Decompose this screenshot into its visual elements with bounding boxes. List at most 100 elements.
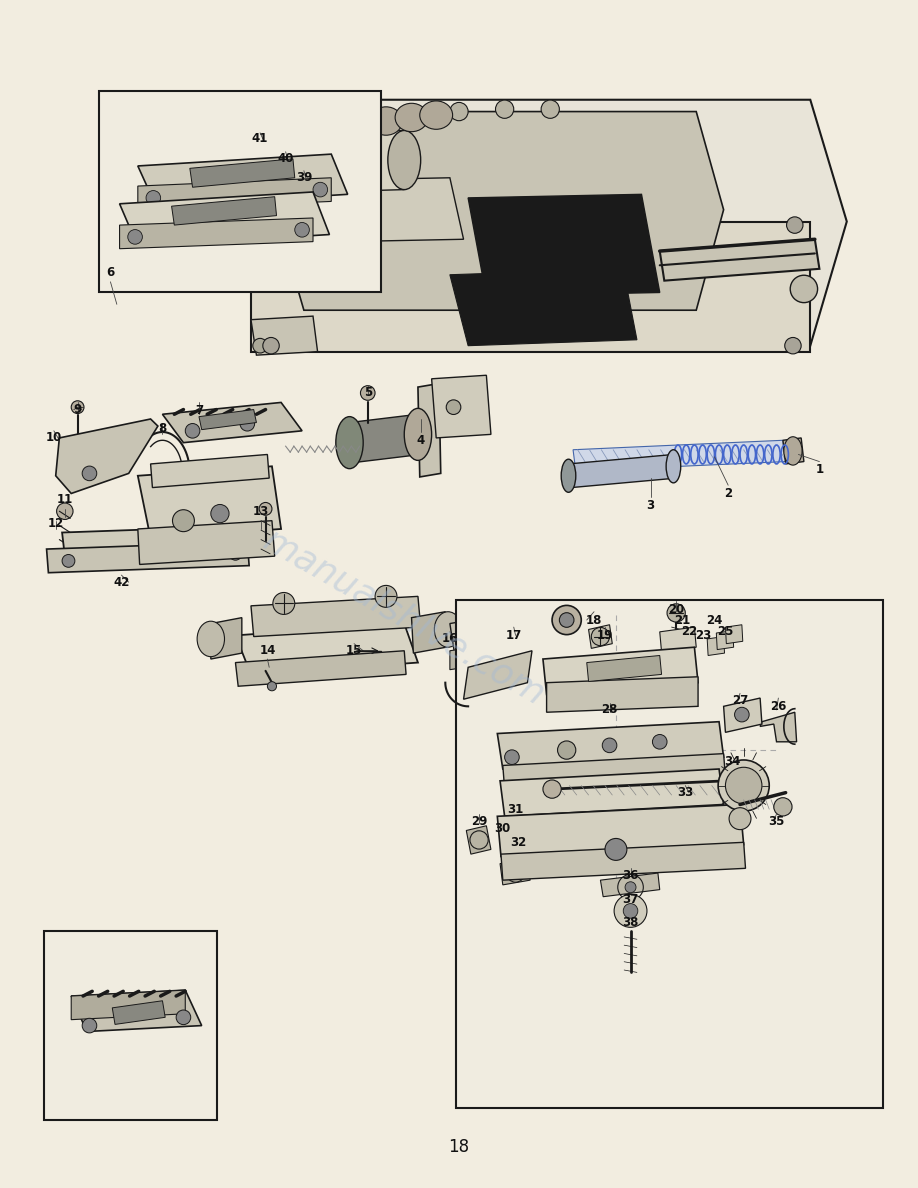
Polygon shape bbox=[411, 612, 446, 653]
Circle shape bbox=[653, 734, 667, 750]
Circle shape bbox=[729, 808, 751, 829]
Text: 36: 36 bbox=[622, 868, 639, 881]
Text: 39: 39 bbox=[296, 171, 312, 184]
Circle shape bbox=[267, 682, 276, 690]
Text: 22: 22 bbox=[681, 625, 697, 638]
Ellipse shape bbox=[395, 103, 428, 132]
Polygon shape bbox=[543, 647, 698, 695]
Text: 26: 26 bbox=[770, 700, 787, 713]
Text: 27: 27 bbox=[732, 694, 748, 707]
Text: 3: 3 bbox=[646, 499, 655, 512]
Polygon shape bbox=[251, 221, 811, 352]
Text: 11: 11 bbox=[57, 493, 73, 506]
Circle shape bbox=[605, 839, 627, 860]
Polygon shape bbox=[716, 631, 733, 650]
Polygon shape bbox=[503, 753, 725, 789]
Circle shape bbox=[82, 466, 96, 481]
Circle shape bbox=[557, 741, 576, 759]
Ellipse shape bbox=[370, 107, 402, 135]
Polygon shape bbox=[47, 542, 249, 573]
Ellipse shape bbox=[197, 621, 225, 657]
Circle shape bbox=[787, 217, 803, 233]
Circle shape bbox=[72, 400, 84, 413]
Circle shape bbox=[496, 100, 514, 119]
Polygon shape bbox=[431, 375, 491, 438]
Circle shape bbox=[240, 417, 254, 431]
Ellipse shape bbox=[336, 417, 364, 468]
Polygon shape bbox=[119, 192, 330, 246]
Polygon shape bbox=[112, 1000, 165, 1024]
Ellipse shape bbox=[404, 409, 431, 461]
Circle shape bbox=[57, 503, 73, 519]
Ellipse shape bbox=[420, 101, 453, 129]
Text: 25: 25 bbox=[717, 625, 733, 638]
Text: 19: 19 bbox=[597, 628, 613, 642]
Circle shape bbox=[361, 386, 375, 400]
Ellipse shape bbox=[306, 132, 339, 191]
Circle shape bbox=[623, 904, 638, 918]
Polygon shape bbox=[331, 178, 464, 241]
Circle shape bbox=[404, 106, 422, 125]
Circle shape bbox=[591, 627, 610, 646]
Ellipse shape bbox=[666, 450, 681, 482]
Polygon shape bbox=[138, 178, 331, 210]
Circle shape bbox=[559, 613, 574, 627]
Ellipse shape bbox=[434, 612, 462, 647]
Circle shape bbox=[263, 217, 280, 233]
Text: 9: 9 bbox=[73, 403, 82, 416]
Polygon shape bbox=[498, 804, 744, 857]
Circle shape bbox=[252, 339, 267, 353]
Text: 1: 1 bbox=[815, 463, 823, 476]
Text: 17: 17 bbox=[506, 628, 521, 642]
Circle shape bbox=[543, 781, 561, 798]
Text: 13: 13 bbox=[252, 505, 269, 518]
Polygon shape bbox=[350, 415, 420, 463]
Polygon shape bbox=[56, 419, 158, 493]
Circle shape bbox=[128, 229, 142, 245]
Polygon shape bbox=[322, 131, 404, 192]
Polygon shape bbox=[62, 525, 265, 556]
Polygon shape bbox=[660, 627, 696, 652]
Polygon shape bbox=[450, 268, 637, 346]
Circle shape bbox=[614, 895, 647, 928]
Polygon shape bbox=[151, 455, 269, 487]
Text: 10: 10 bbox=[46, 431, 62, 444]
Polygon shape bbox=[251, 316, 318, 355]
Text: 31: 31 bbox=[508, 803, 523, 816]
Circle shape bbox=[450, 102, 468, 121]
Text: 33: 33 bbox=[677, 786, 693, 800]
Polygon shape bbox=[138, 154, 348, 207]
Circle shape bbox=[667, 604, 685, 623]
Polygon shape bbox=[235, 624, 418, 675]
Polygon shape bbox=[660, 239, 820, 280]
Circle shape bbox=[82, 1018, 96, 1032]
Circle shape bbox=[230, 548, 241, 561]
Ellipse shape bbox=[561, 460, 576, 492]
Polygon shape bbox=[573, 441, 786, 470]
Text: 16: 16 bbox=[442, 632, 458, 645]
Polygon shape bbox=[468, 195, 660, 296]
Circle shape bbox=[718, 760, 769, 811]
Ellipse shape bbox=[784, 437, 802, 466]
Polygon shape bbox=[500, 769, 723, 816]
Circle shape bbox=[173, 510, 195, 532]
Circle shape bbox=[146, 190, 161, 206]
Circle shape bbox=[505, 750, 520, 765]
Circle shape bbox=[734, 707, 749, 722]
Polygon shape bbox=[251, 596, 420, 637]
Polygon shape bbox=[618, 966, 644, 991]
Text: 4: 4 bbox=[417, 434, 425, 447]
Polygon shape bbox=[251, 100, 846, 346]
Text: 29: 29 bbox=[471, 815, 487, 828]
Polygon shape bbox=[235, 651, 406, 687]
Text: 6: 6 bbox=[106, 266, 115, 279]
Polygon shape bbox=[190, 159, 295, 188]
Circle shape bbox=[185, 423, 200, 438]
Polygon shape bbox=[72, 990, 202, 1031]
Circle shape bbox=[176, 1010, 191, 1024]
Circle shape bbox=[446, 400, 461, 415]
Text: 23: 23 bbox=[696, 628, 711, 642]
Polygon shape bbox=[466, 826, 491, 854]
Text: 42: 42 bbox=[113, 576, 129, 589]
Circle shape bbox=[313, 182, 328, 197]
